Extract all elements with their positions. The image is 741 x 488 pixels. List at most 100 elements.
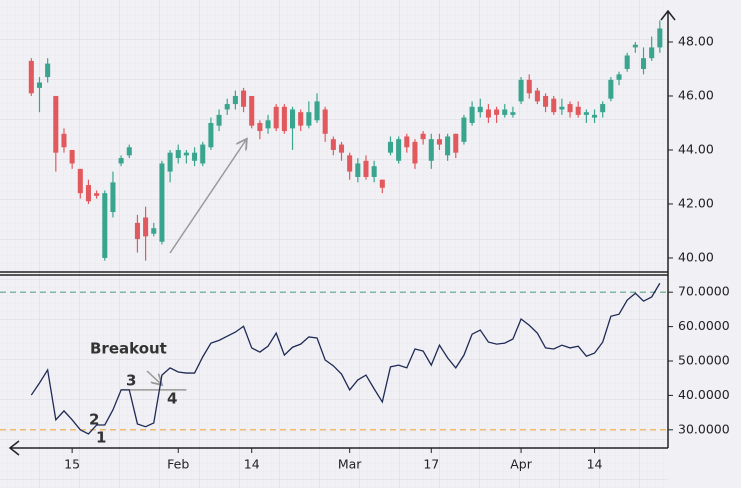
annotation: Breakout (90, 340, 167, 358)
candle-body (469, 106, 475, 123)
breakout-arrow (146, 370, 161, 384)
candle-body (657, 28, 663, 48)
candle-body (257, 122, 263, 132)
candle-body (134, 222, 140, 240)
axis-arrow (660, 9, 676, 21)
candle-body (567, 104, 573, 113)
candle-body (273, 106, 279, 129)
y-tick-label: 30.0000 (678, 421, 730, 436)
candle-body (583, 112, 589, 115)
candle-body (624, 55, 630, 69)
candle-body (159, 163, 165, 242)
candle-body (118, 158, 124, 164)
candle-body (420, 133, 426, 140)
candle-body (445, 136, 451, 156)
x-tick-label: 17 (423, 457, 439, 472)
rsi-line (30, 282, 661, 435)
candle-body (518, 79, 524, 102)
annotation: 2 (89, 411, 99, 429)
candle-body (281, 106, 287, 132)
candle-body (649, 47, 655, 59)
annotation: 4 (167, 390, 177, 408)
candle-body (85, 185, 91, 202)
candle-body (183, 152, 189, 156)
candle-body (640, 58, 647, 69)
x-tick-label: Apr (510, 457, 532, 472)
y-tick-label: 42.00 (678, 195, 714, 210)
candle-body (102, 193, 108, 258)
candle-body (306, 112, 312, 126)
candle-body (192, 152, 198, 161)
candle-body (347, 155, 353, 172)
candle-body (355, 163, 361, 177)
candle-body (404, 136, 410, 148)
y-tick-label: 40.00 (678, 249, 714, 264)
grid-pattern (0, 0, 668, 488)
candle-body (477, 106, 483, 113)
candle-body (143, 217, 149, 237)
candle-body (94, 193, 100, 196)
x-tick-label: 14 (244, 457, 260, 472)
candle-body (363, 160, 369, 177)
candle-body (412, 141, 418, 164)
y-tick-label: 40.0000 (678, 387, 730, 402)
axis-arrow (8, 440, 20, 456)
candle-body (396, 139, 402, 161)
candle-body (453, 133, 459, 153)
candle-body (330, 139, 336, 150)
candle-body (232, 95, 238, 105)
candle-body (265, 120, 271, 129)
candle-body (494, 109, 500, 115)
candle-body (543, 95, 549, 107)
candle-body (510, 112, 516, 115)
candle-body (110, 182, 116, 213)
y-tick-label: 70.0000 (678, 284, 730, 299)
candle-body (461, 117, 467, 142)
candle-body (216, 114, 222, 126)
candle-body (632, 44, 638, 48)
candle-body (61, 133, 67, 148)
candle-body (608, 79, 614, 99)
candle-body (298, 112, 304, 126)
candle-body (436, 139, 442, 145)
candle-body (534, 90, 540, 102)
candle-body (371, 166, 377, 177)
x-tick-label: Mar (338, 457, 362, 472)
candle-body (379, 179, 385, 188)
x-tick-label: Feb (167, 457, 189, 472)
candle-body (77, 168, 83, 194)
candle-body (126, 147, 132, 156)
candle-body (526, 79, 532, 94)
candle-body (249, 95, 255, 126)
candle-body (322, 109, 328, 134)
candle-body (428, 139, 434, 161)
y-tick-label: 60.0000 (678, 318, 730, 333)
candle-body (592, 114, 598, 118)
candle-body (224, 104, 230, 110)
candle-body (28, 60, 34, 94)
candle-body (208, 122, 214, 148)
candle-body (551, 98, 557, 113)
candle-body (175, 149, 181, 159)
x-tick-label: 15 (64, 457, 80, 472)
x-tick-label: 14 (587, 457, 603, 472)
candle-body (616, 74, 622, 80)
y-tick-label: 50.0000 (678, 353, 730, 368)
trend-arrow (169, 140, 246, 254)
candle-body (485, 109, 491, 118)
y-tick-label: 44.00 (678, 141, 714, 156)
candle-body (45, 63, 51, 78)
y-tick-label: 48.00 (678, 33, 714, 48)
candle-body (387, 141, 394, 153)
candle-body (600, 104, 606, 113)
y-tick-label: 46.00 (678, 87, 714, 102)
candle-body (241, 90, 247, 107)
candle-body (69, 149, 75, 164)
annotation: 1 (96, 429, 106, 447)
annotation: 3 (126, 372, 136, 390)
candle-body (575, 106, 581, 115)
candle-body (338, 144, 345, 153)
candle-body (200, 144, 206, 164)
candle-body (502, 109, 508, 115)
